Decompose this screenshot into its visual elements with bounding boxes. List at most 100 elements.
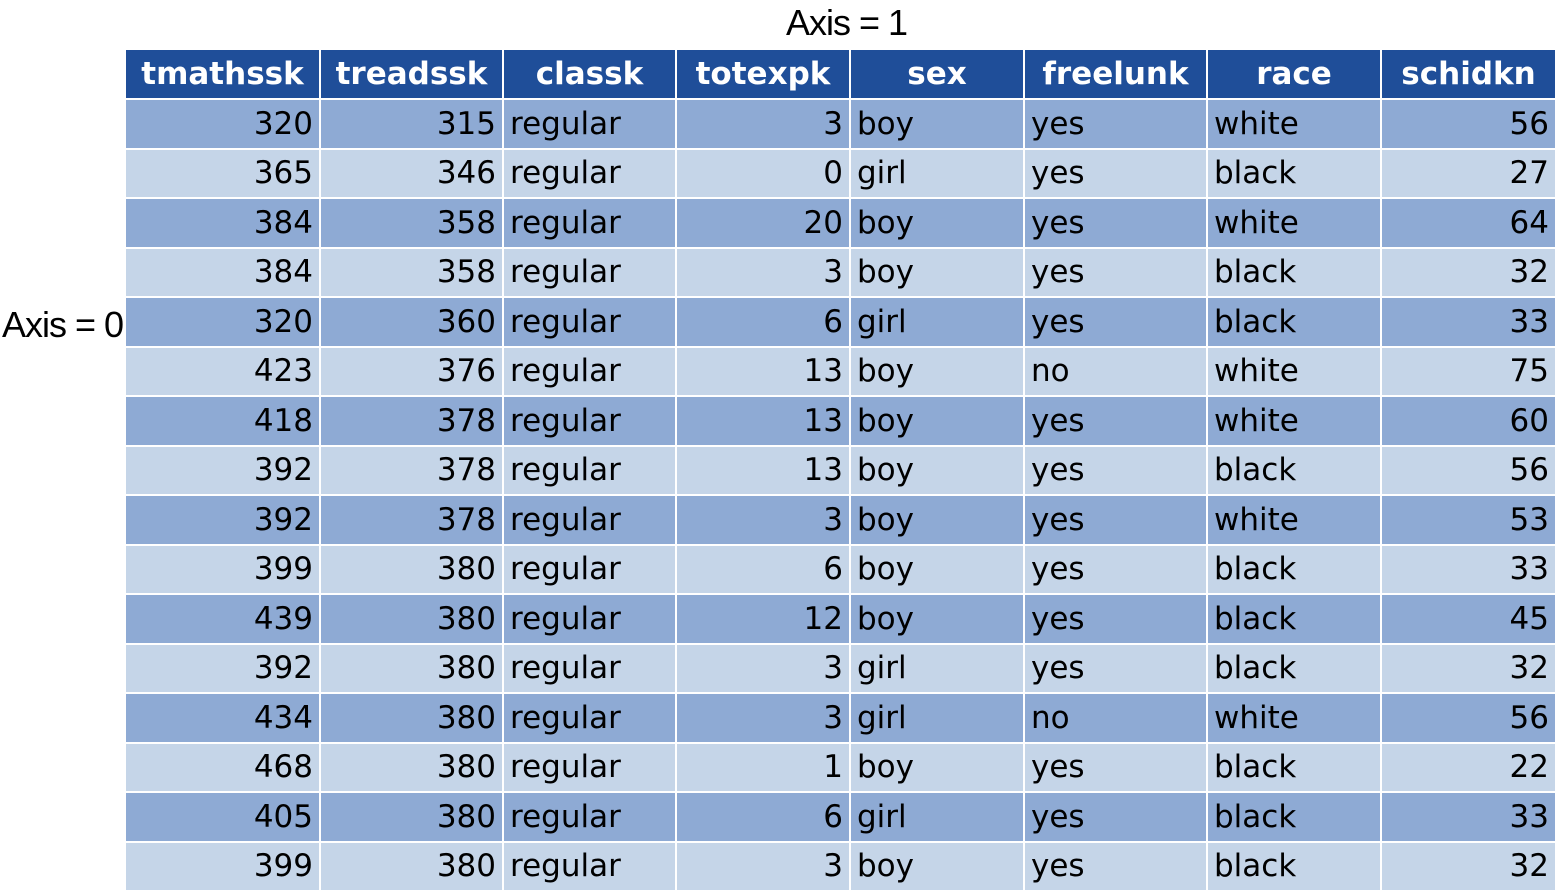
cell-classk: regular: [502, 692, 677, 744]
cell-race: black: [1206, 741, 1382, 793]
cell-totexpk: 6: [675, 791, 851, 843]
cell-totexpk: 3: [675, 98, 851, 150]
table-row: 439 380 regular 12 boy yes black 45: [124, 593, 1555, 645]
cell-tmathssk: 392: [124, 444, 321, 496]
cell-treadssk: 380: [319, 593, 504, 645]
cell-tmathssk: 320: [124, 98, 321, 150]
cell-classk: regular: [502, 147, 677, 199]
cell-treadssk: 380: [319, 791, 504, 843]
column-header-race: race: [1206, 48, 1382, 100]
cell-classk: regular: [502, 345, 677, 397]
cell-tmathssk: 468: [124, 741, 321, 793]
cell-sex: boy: [849, 246, 1025, 298]
cell-classk: regular: [502, 840, 677, 892]
table-row: 423 376 regular 13 boy no white 75: [124, 345, 1555, 397]
cell-freelunk: yes: [1023, 98, 1208, 150]
cell-schidkn: 45: [1380, 593, 1555, 645]
cell-classk: regular: [502, 98, 677, 150]
cell-freelunk: yes: [1023, 642, 1208, 694]
cell-freelunk: yes: [1023, 296, 1208, 348]
table-row: 468 380 regular 1 boy yes black 22: [124, 741, 1555, 793]
cell-totexpk: 3: [675, 642, 851, 694]
cell-totexpk: 12: [675, 593, 851, 645]
cell-sex: boy: [849, 197, 1025, 249]
cell-race: white: [1206, 692, 1382, 744]
cell-sex: boy: [849, 741, 1025, 793]
cell-race: black: [1206, 840, 1382, 892]
table-row: 320 360 regular 6 girl yes black 33: [124, 296, 1555, 348]
cell-race: white: [1206, 345, 1382, 397]
header-row: tmathssk treadssk classk totexpk sex freelunk…: [124, 48, 1555, 100]
column-header-tmathssk: tmathssk: [124, 48, 321, 100]
cell-schidkn: 33: [1380, 543, 1555, 595]
cell-race: black: [1206, 444, 1382, 496]
cell-freelunk: yes: [1023, 147, 1208, 199]
column-header-classk: classk: [502, 48, 677, 100]
cell-totexpk: 3: [675, 840, 851, 892]
cell-freelunk: no: [1023, 692, 1208, 744]
cell-treadssk: 315: [319, 98, 504, 150]
cell-schidkn: 56: [1380, 98, 1555, 150]
cell-schidkn: 56: [1380, 692, 1555, 744]
table-row: 418 378 regular 13 boy yes white 60: [124, 395, 1555, 447]
table-row: 384 358 regular 20 boy yes white 64: [124, 197, 1555, 249]
table-row: 392 380 regular 3 girl yes black 32: [124, 642, 1555, 694]
cell-totexpk: 1: [675, 741, 851, 793]
cell-treadssk: 358: [319, 197, 504, 249]
cell-race: white: [1206, 395, 1382, 447]
axis-1-label: Axis = 1: [786, 2, 908, 43]
cell-race: black: [1206, 593, 1382, 645]
cell-classk: regular: [502, 543, 677, 595]
cell-totexpk: 0: [675, 147, 851, 199]
cell-freelunk: yes: [1023, 197, 1208, 249]
cell-treadssk: 380: [319, 543, 504, 595]
table-row: 392 378 regular 13 boy yes black 56: [124, 444, 1555, 496]
cell-tmathssk: 423: [124, 345, 321, 397]
cell-schidkn: 33: [1380, 296, 1555, 348]
cell-race: white: [1206, 494, 1382, 546]
cell-classk: regular: [502, 246, 677, 298]
cell-totexpk: 6: [675, 296, 851, 348]
cell-treadssk: 380: [319, 692, 504, 744]
cell-totexpk: 13: [675, 395, 851, 447]
cell-treadssk: 378: [319, 494, 504, 546]
column-header-totexpk: totexpk: [675, 48, 851, 100]
cell-totexpk: 13: [675, 444, 851, 496]
cell-schidkn: 33: [1380, 791, 1555, 843]
cell-race: black: [1206, 147, 1382, 199]
cell-freelunk: yes: [1023, 444, 1208, 496]
cell-race: black: [1206, 642, 1382, 694]
table-row: 399 380 regular 3 boy yes black 32: [124, 840, 1555, 892]
cell-classk: regular: [502, 444, 677, 496]
cell-schidkn: 60: [1380, 395, 1555, 447]
cell-totexpk: 3: [675, 692, 851, 744]
column-header-sex: sex: [849, 48, 1025, 100]
cell-sex: boy: [849, 98, 1025, 150]
cell-freelunk: no: [1023, 345, 1208, 397]
cell-totexpk: 20: [675, 197, 851, 249]
cell-tmathssk: 392: [124, 642, 321, 694]
cell-schidkn: 75: [1380, 345, 1555, 397]
cell-sex: boy: [849, 840, 1025, 892]
cell-treadssk: 380: [319, 642, 504, 694]
cell-classk: regular: [502, 593, 677, 645]
table-row: 320 315 regular 3 boy yes white 56: [124, 98, 1555, 150]
cell-sex: boy: [849, 395, 1025, 447]
cell-schidkn: 32: [1380, 840, 1555, 892]
cell-sex: boy: [849, 543, 1025, 595]
cell-treadssk: 358: [319, 246, 504, 298]
cell-sex: girl: [849, 791, 1025, 843]
cell-sex: girl: [849, 692, 1025, 744]
column-header-freelunk: freelunk: [1023, 48, 1208, 100]
cell-tmathssk: 365: [124, 147, 321, 199]
cell-totexpk: 3: [675, 494, 851, 546]
cell-freelunk: yes: [1023, 395, 1208, 447]
cell-sex: boy: [849, 593, 1025, 645]
cell-classk: regular: [502, 791, 677, 843]
cell-totexpk: 13: [675, 345, 851, 397]
cell-tmathssk: 392: [124, 494, 321, 546]
data-table: tmathssk treadssk classk totexpk sex freelunk…: [124, 48, 1555, 892]
cell-tmathssk: 384: [124, 197, 321, 249]
cell-sex: boy: [849, 345, 1025, 397]
cell-schidkn: 53: [1380, 494, 1555, 546]
